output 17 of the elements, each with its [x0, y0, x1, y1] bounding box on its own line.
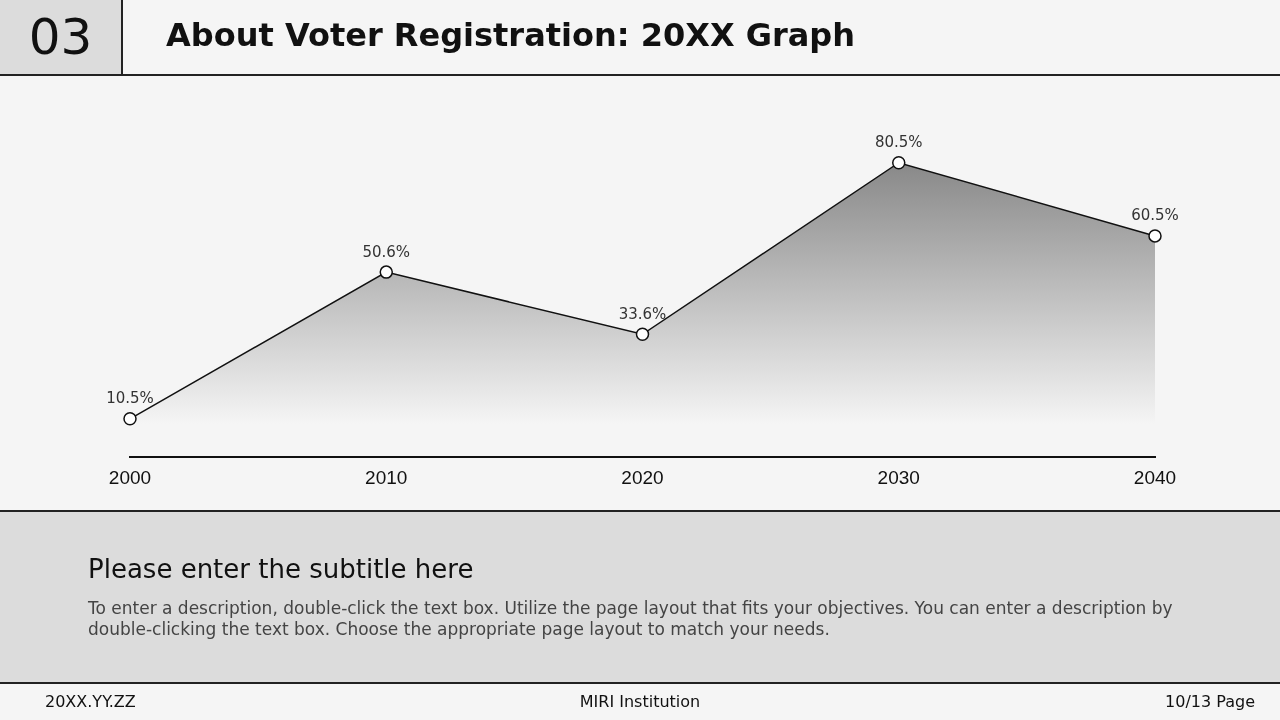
text: 03: [0, 0, 123, 74]
x-tick-label: 2030: [877, 466, 920, 488]
text: MIRI Institution: [579, 692, 701, 711]
text: Please enter the subtitle here: [88, 554, 474, 584]
text: To enter a description, double-click the text box. Utilize the page layout that fits your objectives. You can enter a description by double-clicking the text box. Choose the appropriate page layout to match your needs.: [88, 598, 1174, 640]
data-label: 60.5%: [1131, 206, 1179, 225]
data-label: 33.6%: [618, 304, 667, 323]
data-label: 50.6%: [362, 242, 411, 261]
text: 20XX.YY.ZZ: [45, 692, 136, 711]
chart-title: About Voter Registration: 20XX Graph: [166, 16, 856, 54]
data-label: 10.5%: [106, 389, 154, 408]
x-tick-label: 2000: [108, 466, 152, 488]
x-tick-label: 2020: [621, 466, 664, 488]
data-label: 80.5%: [874, 133, 923, 152]
x-tick-label: 2040: [1133, 466, 1177, 488]
x-tick-label: 2010: [365, 466, 408, 488]
text: 10/13 Page: [1165, 692, 1255, 711]
